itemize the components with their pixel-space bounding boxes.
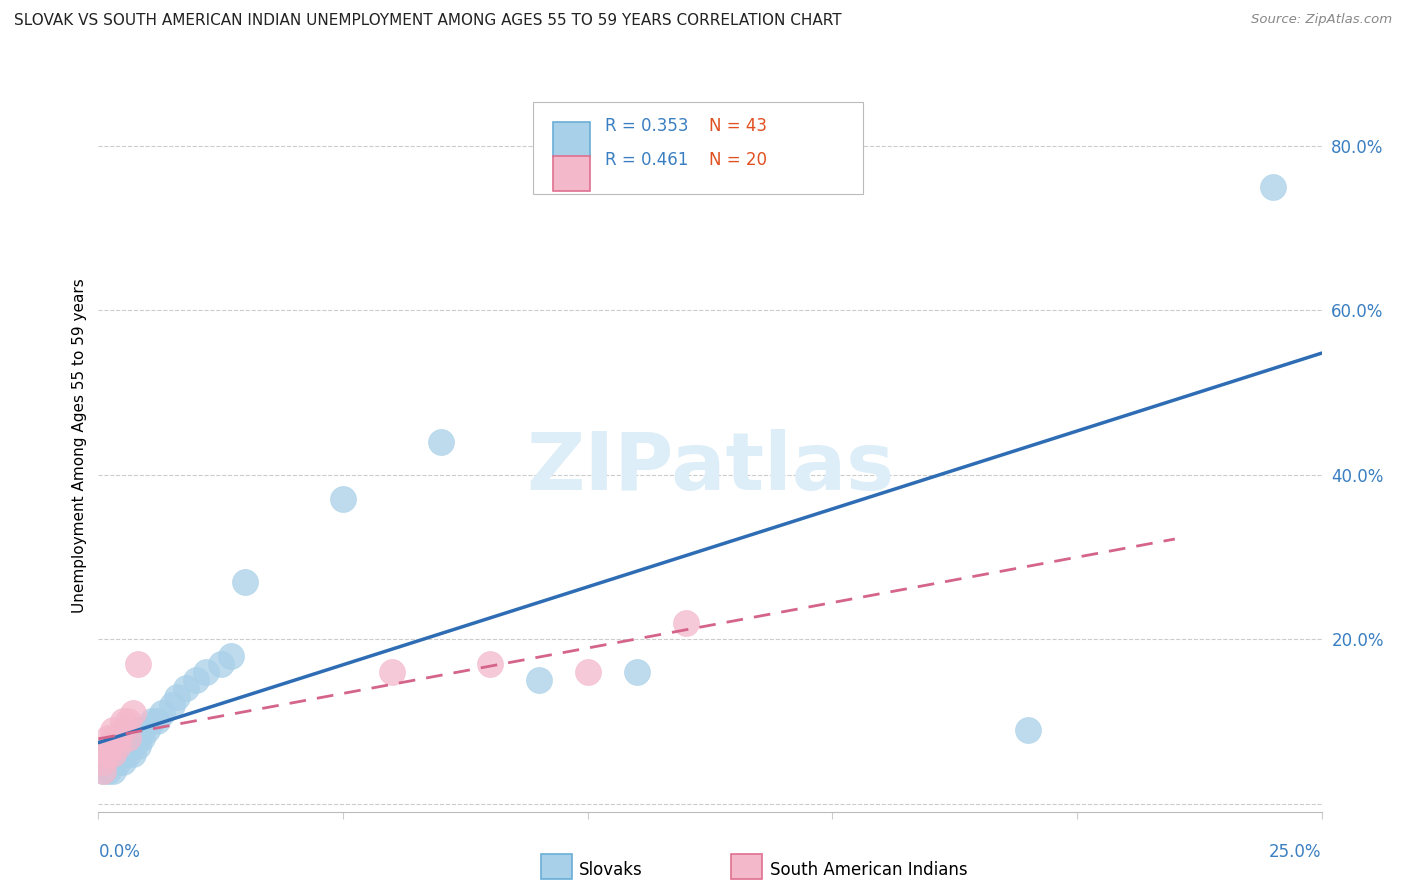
Point [117, 747, 139, 762]
Point [675, 615, 697, 630]
Text: Source: ZipAtlas.com: Source: ZipAtlas.com [1251, 13, 1392, 27]
FancyBboxPatch shape [533, 103, 863, 194]
Point [117, 731, 139, 745]
Point [121, 706, 143, 720]
Point [1017, 723, 1039, 737]
Point [91, 764, 114, 778]
Point [101, 756, 124, 770]
Text: 25.0%: 25.0% [1270, 843, 1322, 861]
Text: N = 43: N = 43 [709, 117, 766, 135]
Point [141, 714, 163, 729]
Point [97, 739, 120, 753]
Point [127, 657, 149, 671]
Text: SLOVAK VS SOUTH AMERICAN INDIAN UNEMPLOYMENT AMONG AGES 55 TO 59 YEARS CORRELATI: SLOVAK VS SOUTH AMERICAN INDIAN UNEMPLOY… [14, 13, 842, 29]
Point [101, 723, 124, 737]
Point [478, 657, 501, 671]
Point [107, 756, 129, 770]
Point [150, 706, 173, 720]
Point [107, 739, 129, 753]
Point [121, 747, 143, 762]
Point [576, 665, 599, 679]
Point [107, 747, 129, 762]
Point [166, 690, 188, 704]
Point [101, 764, 124, 778]
Text: N = 20: N = 20 [709, 152, 766, 169]
Text: R = 0.353: R = 0.353 [605, 117, 689, 135]
Point [97, 756, 120, 770]
Point [111, 747, 134, 762]
Point [97, 731, 120, 745]
Point [101, 747, 124, 762]
Point [131, 731, 153, 745]
Point [332, 492, 354, 507]
Point [97, 747, 120, 762]
Point [101, 747, 124, 762]
Point [117, 739, 139, 753]
Point [127, 731, 149, 745]
Point [91, 756, 114, 770]
Point [176, 681, 198, 696]
Point [91, 756, 114, 770]
Point [527, 673, 550, 688]
Text: 0.0%: 0.0% [98, 843, 141, 861]
Text: ZIPatlas: ZIPatlas [526, 429, 894, 507]
Point [136, 723, 159, 737]
Point [127, 723, 149, 737]
Point [117, 731, 139, 745]
Point [111, 723, 134, 737]
Bar [554, 122, 591, 157]
Point [117, 714, 139, 729]
Point [195, 665, 218, 679]
Point [91, 764, 114, 778]
Point [111, 756, 134, 770]
Text: South American Indians: South American Indians [770, 861, 969, 879]
Point [101, 731, 124, 745]
Point [626, 665, 648, 679]
Point [121, 739, 143, 753]
Point [381, 665, 404, 679]
Text: R = 0.461: R = 0.461 [605, 152, 688, 169]
Point [1261, 180, 1284, 194]
Point [160, 698, 183, 712]
Point [430, 434, 453, 449]
Point [101, 739, 124, 753]
Point [186, 673, 208, 688]
Bar [554, 155, 591, 191]
Text: Slovaks: Slovaks [579, 861, 643, 879]
Point [111, 714, 134, 729]
Point [219, 648, 242, 663]
Point [97, 764, 120, 778]
Point [97, 747, 120, 762]
Point [146, 714, 169, 729]
Point [111, 739, 134, 753]
Point [233, 574, 256, 589]
Point [127, 739, 149, 753]
Point [209, 657, 232, 671]
Y-axis label: Unemployment Among Ages 55 to 59 years: Unemployment Among Ages 55 to 59 years [72, 278, 87, 614]
Point [107, 731, 129, 745]
Point [131, 723, 153, 737]
Point [107, 739, 129, 753]
